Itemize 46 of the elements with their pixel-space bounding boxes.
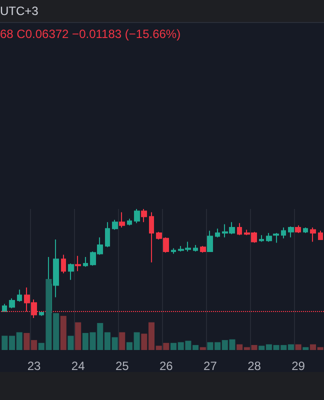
- candlestick: [281, 227, 286, 239]
- candlestick: [105, 222, 110, 248]
- candlestick: [295, 224, 301, 234]
- candlestick: [200, 246, 206, 254]
- bar: [75, 322, 82, 350]
- candlestick: [318, 230, 323, 240]
- candlestick: [207, 230, 213, 252]
- candlestick: [112, 219, 118, 230]
- candlestick: [215, 228, 220, 238]
- x-tick-label: 23: [27, 359, 42, 373]
- bar: [200, 347, 206, 350]
- candlestick: [141, 208, 147, 223]
- candlestick: [39, 310, 44, 316]
- candlestick: [68, 263, 74, 280]
- candlestick: [149, 212, 154, 263]
- text: 68 C0.06372 −0.01183 (−15.66%): [0, 27, 181, 41]
- candlestick: [119, 212, 125, 228]
- text: UTC+3: [0, 4, 38, 18]
- bar: [119, 332, 126, 350]
- bar: [68, 336, 74, 350]
- candlestick: [83, 256, 88, 268]
- candlestick: [273, 232, 279, 244]
- x-tick-label: 28: [248, 359, 262, 373]
- bar: [295, 344, 302, 350]
- bar: [302, 347, 309, 350]
- candlestick: [266, 232, 272, 242]
- candlestick: [288, 226, 294, 238]
- candlestick: [237, 222, 242, 236]
- candlestick: [134, 208, 140, 224]
- bar: [60, 316, 66, 350]
- candlestick: [17, 289, 22, 302]
- candlestick: [75, 255, 81, 272]
- candlestick: [2, 303, 7, 312]
- candlestick: [127, 218, 132, 226]
- candlestick: [303, 227, 308, 234]
- x-tick-label: 29: [292, 359, 306, 373]
- x-tick-label: 25: [115, 359, 130, 373]
- candlestick: [171, 248, 176, 254]
- candlestick: [310, 227, 316, 242]
- candlestick: [9, 298, 15, 309]
- x-tick-label: 24: [71, 359, 86, 373]
- x-tick-label: 27: [204, 359, 218, 373]
- candlestick: [193, 244, 198, 252]
- x-tick-label: 26: [159, 359, 174, 373]
- candlestick: [259, 234, 264, 242]
- candlestick: [61, 254, 66, 274]
